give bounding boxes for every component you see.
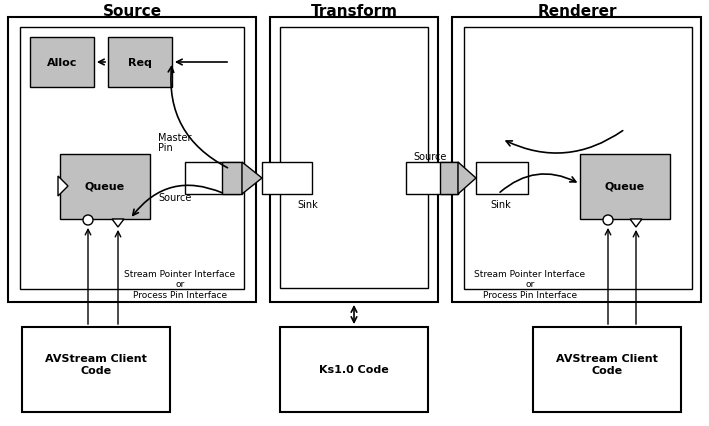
Text: Req: Req <box>128 58 152 68</box>
Bar <box>270 18 438 302</box>
Text: Sink: Sink <box>298 199 318 210</box>
Text: Stream Pointer Interface
or
Process Pin Interface: Stream Pointer Interface or Process Pin … <box>474 270 586 299</box>
Text: Master: Master <box>158 132 191 143</box>
Bar <box>406 163 458 195</box>
Text: Renderer: Renderer <box>537 5 617 20</box>
Bar <box>476 163 528 195</box>
Text: Queue: Queue <box>605 181 645 192</box>
Circle shape <box>83 216 93 225</box>
Bar <box>22 327 170 412</box>
Text: Source: Source <box>158 193 191 202</box>
Text: Sink: Sink <box>490 199 510 210</box>
Bar <box>222 163 242 195</box>
Bar <box>60 155 150 219</box>
Bar <box>8 18 256 302</box>
Bar <box>280 327 428 412</box>
Bar <box>580 155 670 219</box>
Polygon shape <box>58 177 68 196</box>
Text: Queue: Queue <box>85 181 125 192</box>
Text: Stream Pointer Interface
or
Process Pin Interface: Stream Pointer Interface or Process Pin … <box>125 270 235 299</box>
Bar <box>280 28 428 288</box>
Text: Source: Source <box>102 5 162 20</box>
Bar <box>440 163 458 195</box>
Text: Ks1.0 Code: Ks1.0 Code <box>319 364 389 374</box>
Polygon shape <box>458 163 476 195</box>
Bar <box>262 163 312 195</box>
Polygon shape <box>112 219 124 227</box>
Bar <box>452 18 701 302</box>
Text: Transform: Transform <box>311 5 398 20</box>
Bar <box>533 327 681 412</box>
Text: Alloc: Alloc <box>47 58 77 68</box>
Text: AVStream Client
Code: AVStream Client Code <box>45 354 147 375</box>
Polygon shape <box>630 219 642 227</box>
Text: Source: Source <box>413 152 447 161</box>
Text: AVStream Client
Code: AVStream Client Code <box>556 354 658 375</box>
Bar <box>30 38 94 88</box>
Bar <box>20 28 244 289</box>
Bar <box>464 28 692 289</box>
Polygon shape <box>242 163 262 195</box>
Bar <box>108 38 172 88</box>
Text: Pin: Pin <box>158 143 173 153</box>
Circle shape <box>603 216 613 225</box>
Bar <box>185 163 240 195</box>
